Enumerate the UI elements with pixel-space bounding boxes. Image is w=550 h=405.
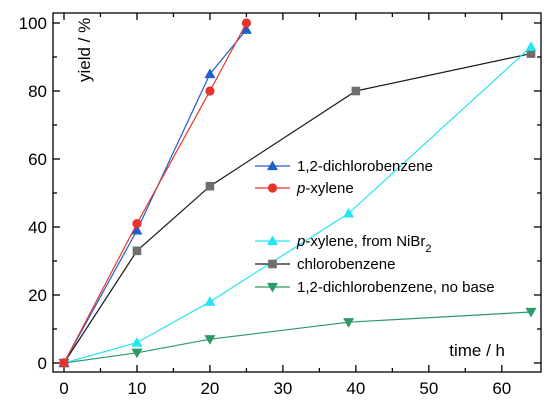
axes: 0 10 20 30 40 50 60 0 20 40 60 80 100 yield / % time /… [19,12,542,398]
legend-marker [267,235,278,246]
legend-marker [267,160,278,171]
x-tick-label: 50 [419,379,438,398]
x-axis-label: time / h [449,341,505,360]
legend: 1,2-dichlorobenzene p-xylene p-xylene, fro… [255,158,495,296]
series-line-1-2-dichlorobenzene [63,29,247,364]
data-point [343,318,355,328]
legend-label: 1,2-dichlorobenzene [297,158,433,175]
y-axis-label: yield / % [75,18,94,82]
y-tick-label: 20 [28,286,47,305]
legend-item-1-2-dichlorobenzene: 1,2-dichlorobenzene [255,158,433,175]
data-point [205,181,215,191]
series-chlorobenzene [59,49,536,368]
data-point [241,18,252,28]
legend-item-chlorobenzene: chlorobenzene [255,256,395,273]
y-tick-label: 80 [28,82,47,101]
legend-item-1-2-dichlorobenzene-no-base: 1,2-dichlorobenzene, no base [255,279,495,296]
data-point [343,207,355,218]
series-layer [58,18,537,369]
series-p-xylene [59,18,252,368]
data-point [525,307,537,318]
legend-item-p-xylene-from-nibr2: p-xylene, from NiBr2 [255,233,432,255]
legend-label: p-xylene [296,180,354,197]
data-point [204,296,216,306]
y-tick-label: 0 [38,354,47,373]
data-point [131,224,143,235]
legend-label: chlorobenzene [297,256,395,273]
y-tick-label: 60 [28,150,47,169]
x-tick-label: 30 [273,379,292,398]
x-tick-label: 20 [200,379,219,398]
legend-marker [268,259,277,269]
y-tick-label: 40 [28,218,47,237]
legend-label: 1,2-dichlorobenzene, no base [297,279,495,296]
x-tick-label: 60 [492,379,511,398]
data-point [526,49,536,58]
series-line-chlorobenzene [63,53,532,364]
data-point [59,358,69,368]
data-point [525,41,537,51]
data-point [131,337,143,347]
data-point [351,86,361,96]
series-p-xylene-from-nibr2 [58,41,537,368]
legend-marker [267,183,278,193]
x-tick-label: 10 [128,379,147,398]
x-tick-label: 0 [59,379,68,398]
data-point [131,348,143,359]
data-point [205,86,215,96]
legend-item-p-xylene: p-xylene [255,180,354,197]
data-point [132,246,142,256]
x-tick-label: 40 [346,379,365,398]
data-point [240,24,252,34]
data-point [204,335,216,345]
data-point [204,68,216,79]
data-point [132,219,142,229]
legend-label: p-xylene, from NiBr2 [296,233,432,255]
legend-marker [267,282,278,293]
series-line-p-xylene [63,22,247,364]
y-tick-label: 100 [19,14,47,33]
